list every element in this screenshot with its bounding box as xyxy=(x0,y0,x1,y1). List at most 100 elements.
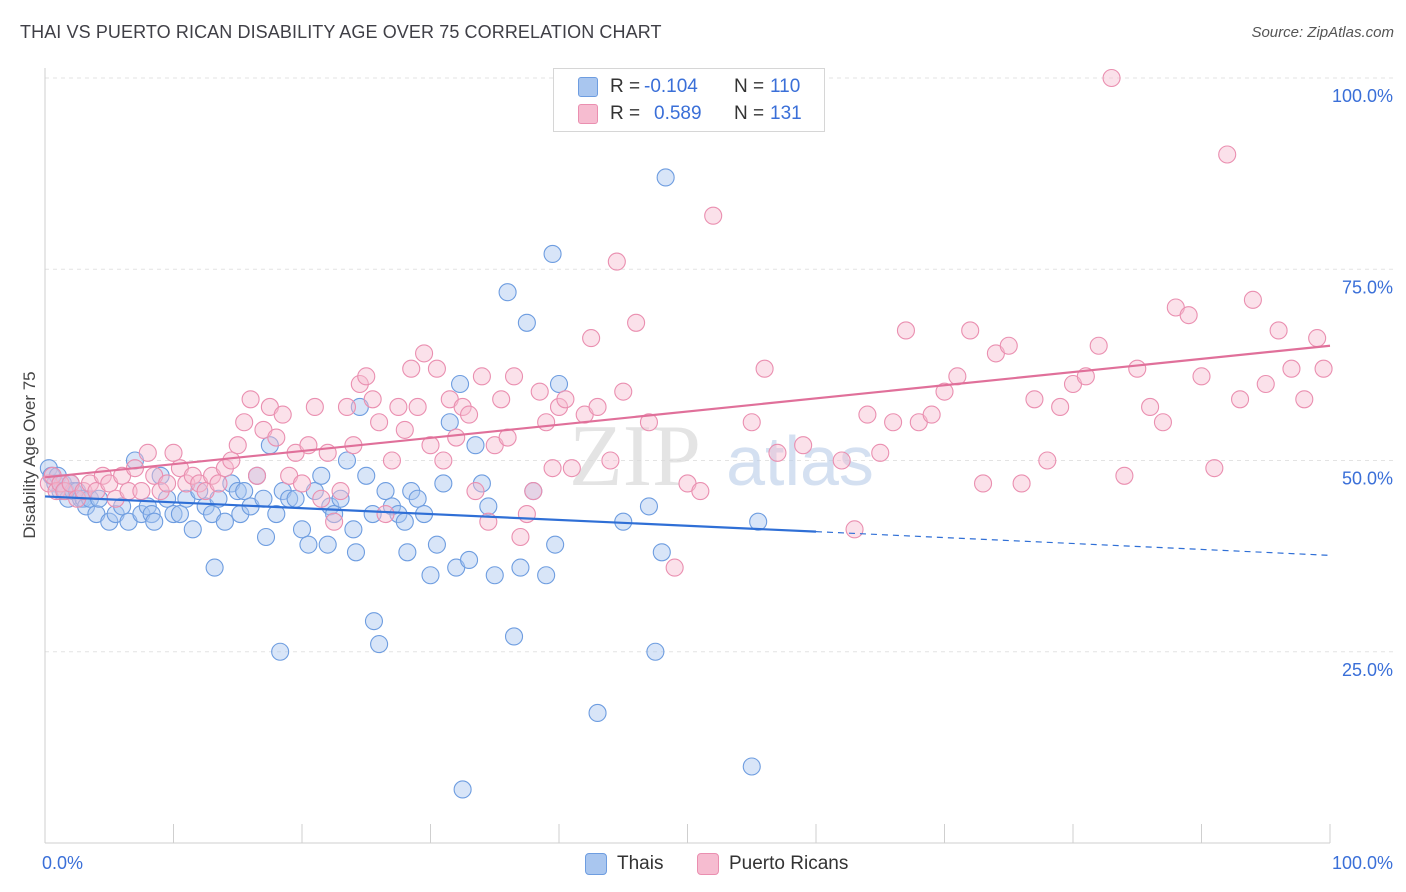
puerto-ricans-point xyxy=(896,321,916,340)
puerto-ricans-point xyxy=(1243,290,1262,309)
puerto-ricans-point xyxy=(164,443,183,462)
puerto-ricans-point xyxy=(247,466,267,485)
puerto-ricans-point xyxy=(537,413,556,432)
thais-point xyxy=(100,512,119,531)
puerto-ricans-point xyxy=(742,413,761,432)
puerto-ricans-point xyxy=(607,252,626,271)
puerto-ricans-point xyxy=(504,367,524,386)
puerto-ricans-point xyxy=(305,397,324,417)
puerto-ricans-point xyxy=(408,397,427,417)
thais-point xyxy=(504,627,524,646)
thais-point xyxy=(357,466,376,485)
n-label: N = xyxy=(734,76,765,97)
thais-swatch xyxy=(578,77,598,97)
puerto-ricans-series xyxy=(39,68,1333,577)
n-value: 131 xyxy=(770,103,802,124)
puerto-ricans-point xyxy=(588,397,607,417)
thais-point xyxy=(164,504,183,524)
puerto-ricans-point xyxy=(1218,145,1237,164)
thais-point xyxy=(434,474,453,493)
thais-point xyxy=(346,543,366,562)
y-tick-label: 50.0% xyxy=(1342,469,1393,489)
puerto-ricans-point xyxy=(665,558,684,577)
puerto-ricans-point xyxy=(222,451,241,470)
puerto-ricans-point xyxy=(549,397,569,417)
r-value: 0.589 xyxy=(654,103,702,124)
puerto-ricans-point xyxy=(427,359,446,378)
puerto-ricans-point xyxy=(421,436,440,455)
puerto-ricans-point xyxy=(389,397,408,417)
puerto-ricans-point xyxy=(466,482,485,501)
thais-point xyxy=(549,374,569,394)
thais-point xyxy=(472,474,491,493)
thais-point xyxy=(402,482,421,501)
thais-point xyxy=(151,466,170,485)
puerto-ricans-point xyxy=(415,344,434,363)
thais-trend-extension xyxy=(815,531,1331,556)
thais-point xyxy=(382,497,402,516)
puerto-ricans-point xyxy=(331,482,350,501)
puerto-ricans-point xyxy=(614,382,633,401)
thais-point xyxy=(485,566,504,585)
puerto-ricans-point xyxy=(768,443,787,462)
puerto-ricans-point xyxy=(1179,306,1198,325)
puerto-ricans-point xyxy=(832,451,851,470)
n-value: 110 xyxy=(770,76,801,97)
puerto-ricans-point xyxy=(492,390,511,409)
puerto-ricans-point xyxy=(447,428,466,447)
x-tick-label: 0.0% xyxy=(42,853,83,873)
puerto-ricans-point xyxy=(1051,397,1070,417)
thais-point xyxy=(145,512,164,531)
thais-point xyxy=(498,283,517,302)
thais-point xyxy=(749,512,768,531)
y-tick-label: 100.0% xyxy=(1332,86,1393,106)
puerto-ricans-point xyxy=(530,382,549,401)
puerto-ricans-point xyxy=(267,428,286,447)
puerto-ricans-point xyxy=(402,359,421,378)
grid-lines xyxy=(45,77,1395,653)
puerto-ricans-legend-label: Puerto Ricans xyxy=(729,853,849,874)
puerto-ricans-point xyxy=(1295,390,1314,409)
puerto-ricans-point xyxy=(138,443,157,462)
puerto-ricans-point xyxy=(884,413,903,432)
watermark-zip: ZIP xyxy=(569,408,701,505)
thais-point xyxy=(205,558,224,577)
thais-point xyxy=(398,543,417,562)
puerto-ricans-point xyxy=(1192,367,1211,386)
puerto-ricans-point xyxy=(543,459,562,478)
puerto-ricans-point xyxy=(453,397,472,417)
axes xyxy=(44,68,1331,844)
puerto-ricans-point xyxy=(472,367,491,386)
thais-point xyxy=(395,512,414,531)
thais-point xyxy=(312,466,331,485)
puerto-ricans-point xyxy=(999,336,1018,355)
puerto-ricans-point xyxy=(209,474,228,493)
thais-point xyxy=(170,504,189,524)
r-value: -0.104 xyxy=(644,76,698,97)
puerto-ricans-point xyxy=(755,359,774,378)
puerto-ricans-point xyxy=(177,474,196,493)
legend-row-puerto-ricans: R = 0.589 N = 131 xyxy=(578,102,802,126)
puerto-ricans-point xyxy=(794,436,813,455)
thais-point xyxy=(318,535,337,554)
puerto-ricans-point xyxy=(312,489,331,508)
thais-legend-label: Thais xyxy=(617,853,664,874)
puerto-ricans-point xyxy=(1314,359,1333,378)
puerto-ricans-point xyxy=(1308,329,1327,348)
thais-point xyxy=(588,703,607,723)
thais-point xyxy=(546,535,565,554)
thais-point xyxy=(421,566,440,585)
puerto-ricans-point xyxy=(1282,359,1301,378)
thais-point xyxy=(517,313,536,332)
thais-point xyxy=(337,451,357,470)
puerto-ricans-point xyxy=(1038,451,1057,470)
thais-point xyxy=(267,504,286,524)
puerto-ricans-point xyxy=(691,482,710,501)
thais-legend-swatch xyxy=(585,853,607,875)
puerto-ricans-point xyxy=(517,504,536,524)
puerto-ricans-point xyxy=(337,397,357,417)
thais-point xyxy=(215,512,234,531)
puerto-ricans-point xyxy=(556,390,575,409)
puerto-ricans-point xyxy=(973,474,993,493)
thais-point xyxy=(299,535,318,554)
